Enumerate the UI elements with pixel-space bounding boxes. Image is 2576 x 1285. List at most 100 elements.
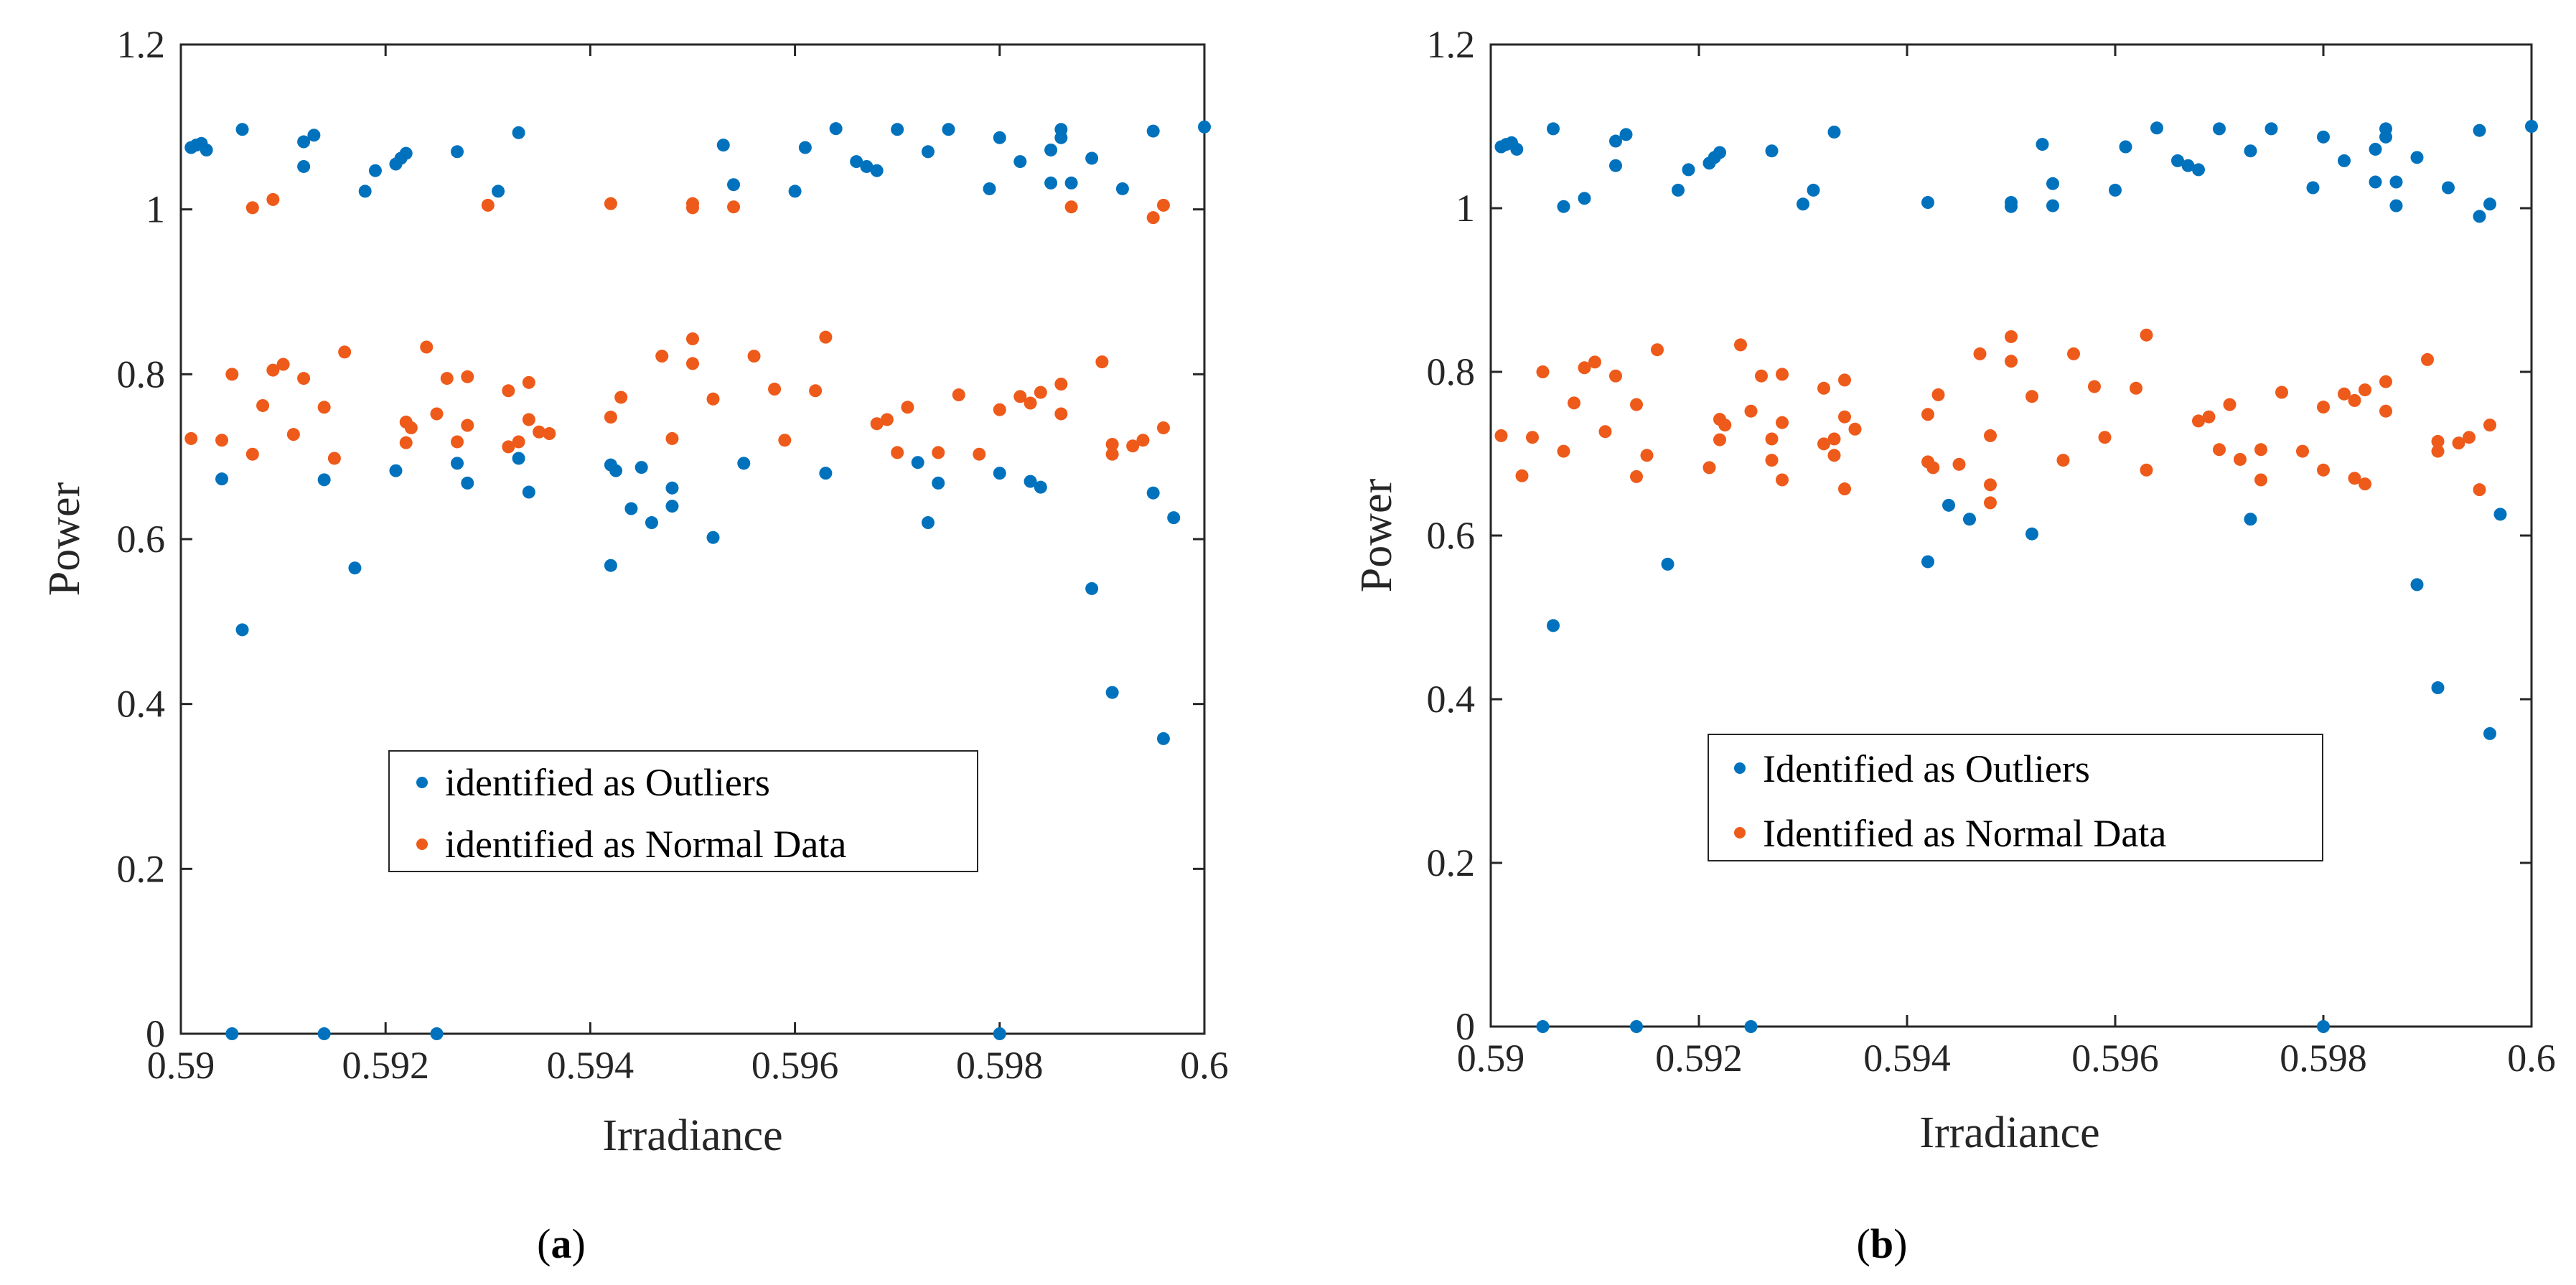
x-axis-label-a: Irradiance xyxy=(602,1111,782,1160)
y-tick-label-a-0: 0 xyxy=(146,1012,165,1055)
point-outlier-b-7 xyxy=(1609,134,1622,148)
point-outlier-a-23 xyxy=(870,164,884,177)
point-normal-b-44 xyxy=(2005,355,2018,368)
point-outlier-a-73 xyxy=(993,1027,1006,1040)
point-normal-b-76 xyxy=(2473,483,2486,497)
point-normal-a-37 xyxy=(543,427,556,441)
point-outlier-a-20 xyxy=(829,122,843,136)
point-normal-b-8 xyxy=(1598,425,1612,439)
legend-a: identified as Outliers identified as Nor… xyxy=(388,750,978,872)
point-normal-a-31 xyxy=(502,384,515,398)
point-normal-b-0 xyxy=(1494,429,1508,442)
point-outlier-a-22 xyxy=(860,159,874,173)
point-normal-b-3 xyxy=(1536,365,1550,378)
point-outlier-a-43 xyxy=(389,464,403,477)
point-normal-b-10 xyxy=(1630,469,1643,483)
point-normal-b-50 xyxy=(2130,381,2142,395)
point-outlier-a-35 xyxy=(1085,151,1099,165)
y-tick-label-a-3: 0.6 xyxy=(117,518,166,561)
point-normal-b-30 xyxy=(1838,373,1851,387)
x-axis-label-b: Irradiance xyxy=(1919,1108,2099,1157)
x-tick-labels-b: 0.59 0.592 0.594 0.596 0.598 0.6 xyxy=(1457,1037,2556,1080)
point-outlier-a-71 xyxy=(317,1027,331,1040)
point-normal-b-46 xyxy=(2056,454,2070,467)
point-normal-a-40 xyxy=(655,350,669,363)
point-outlier-b-50 xyxy=(1661,557,1675,571)
point-normal-b-38 xyxy=(1952,457,1966,471)
point-normal-b-69 xyxy=(2379,404,2392,418)
point-outlier-b-17 xyxy=(1807,183,1820,197)
point-normal-b-4 xyxy=(1557,444,1570,458)
point-normal-a-44 xyxy=(706,392,720,406)
point-outlier-a-47 xyxy=(522,485,535,499)
legend-label-outliers-b: Identified as Outliers xyxy=(1763,747,2090,790)
point-outlier-b-45 xyxy=(2473,123,2486,137)
point-outlier-a-68 xyxy=(1156,732,1170,745)
point-normal-b-39 xyxy=(1973,347,1987,360)
y-tick-label-b-4: 0.8 xyxy=(1427,350,1476,393)
point-outlier-a-19 xyxy=(798,141,812,154)
point-outlier-b-32 xyxy=(2244,144,2257,158)
y-tick-label-a-2: 0.4 xyxy=(117,683,166,726)
point-normal-a-55 xyxy=(952,388,965,402)
point-outlier-b-11 xyxy=(1682,163,1695,177)
caption-a: (a) xyxy=(537,1220,586,1267)
point-normal-a-64 xyxy=(1105,437,1119,451)
legend-marker-normal-b xyxy=(1734,827,1746,838)
point-normal-b-73 xyxy=(2431,444,2445,458)
y-tick-label-b-3: 0.6 xyxy=(1427,514,1476,557)
point-outlier-a-39 xyxy=(215,472,229,486)
point-outlier-b-59 xyxy=(2483,726,2496,740)
point-outlier-a-55 xyxy=(665,481,679,495)
x-tick-label-a-1: 0.592 xyxy=(342,1044,429,1087)
point-outlier-b-34 xyxy=(2306,181,2320,195)
point-outlier-a-26 xyxy=(942,123,955,136)
point-normal-a-30 xyxy=(461,419,474,432)
point-normal-a-24 xyxy=(404,421,418,434)
point-normal-a-61 xyxy=(1054,407,1068,421)
point-outlier-a-3 xyxy=(200,143,213,156)
y-tick-label-b-2: 0.4 xyxy=(1427,678,1476,721)
point-normal-b-77 xyxy=(2483,419,2496,432)
point-outlier-b-6 xyxy=(1578,192,1591,205)
point-outlier-b-36 xyxy=(2338,154,2351,167)
point-normal-a-6 xyxy=(727,200,741,214)
caption-open-b: ( xyxy=(1857,1220,1870,1267)
legend-label-normal-a: identified as Normal Data xyxy=(445,823,846,866)
point-normal-a-54 xyxy=(932,446,945,459)
point-normal-a-19 xyxy=(317,401,331,414)
point-normal-b-70 xyxy=(2379,375,2392,388)
point-normal-a-33 xyxy=(512,435,525,449)
point-normal-b-40 xyxy=(1984,429,1997,442)
point-normal-a-46 xyxy=(768,383,782,396)
y-tick-label-b-1: 0.2 xyxy=(1427,841,1476,884)
x-tick-label-b-0: 0.59 xyxy=(1457,1037,1525,1080)
point-normal-a-59 xyxy=(1024,396,1037,410)
point-normal-b-65 xyxy=(2348,393,2361,407)
point-outlier-b-56 xyxy=(2493,508,2507,521)
point-normal-b-24 xyxy=(1776,416,1789,429)
point-normal-a-65 xyxy=(1105,447,1119,461)
y-tick-label-a-1: 0.2 xyxy=(117,847,166,890)
point-normal-a-56 xyxy=(973,447,986,461)
y-tick-label-a-5: 1 xyxy=(146,188,165,231)
x-tick-label-a-2: 0.594 xyxy=(547,1044,634,1087)
point-outlier-b-23 xyxy=(2046,177,2059,190)
point-outlier-a-53 xyxy=(645,516,658,530)
point-normal-a-20 xyxy=(327,452,341,465)
point-outlier-a-56 xyxy=(706,531,720,544)
point-outlier-b-25 xyxy=(2109,183,2122,197)
point-outlier-b-4 xyxy=(1547,122,1560,136)
point-outlier-b-31 xyxy=(2213,122,2226,136)
point-normal-b-68 xyxy=(2359,477,2371,491)
point-normal-a-25 xyxy=(420,340,434,354)
point-normal-b-33 xyxy=(1848,422,1862,436)
point-normal-a-14 xyxy=(256,398,270,412)
point-outlier-a-27 xyxy=(983,182,996,195)
point-outlier-a-57 xyxy=(737,457,751,470)
point-outlier-b-63 xyxy=(2317,1020,2330,1033)
point-outlier-b-29 xyxy=(2181,159,2195,172)
point-outlier-a-44 xyxy=(451,457,464,470)
point-normal-b-14 xyxy=(1702,461,1716,475)
point-normal-a-60 xyxy=(1034,386,1047,399)
